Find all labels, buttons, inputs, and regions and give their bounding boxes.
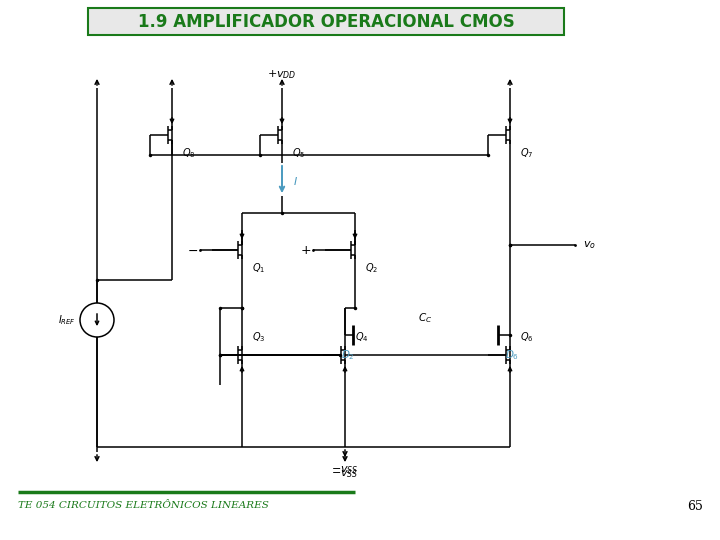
Text: $Q_8$: $Q_8$ bbox=[182, 146, 196, 160]
Text: $-v_{SS}$: $-v_{SS}$ bbox=[331, 468, 359, 480]
Text: 65: 65 bbox=[687, 500, 703, 512]
Text: $v_o$: $v_o$ bbox=[582, 239, 595, 251]
Text: $+v_{DD}$: $+v_{DD}$ bbox=[267, 69, 297, 82]
Text: $D_2$: $D_2$ bbox=[341, 348, 355, 362]
Text: $Q_3$: $Q_3$ bbox=[252, 330, 266, 344]
Text: $Q_1$: $Q_1$ bbox=[252, 261, 265, 275]
Text: $Q_2$: $Q_2$ bbox=[365, 261, 378, 275]
Text: $Q_4$: $Q_4$ bbox=[355, 330, 369, 344]
Text: $-v_{SS}$: $-v_{SS}$ bbox=[331, 464, 359, 476]
Text: $I$: $I$ bbox=[292, 175, 297, 187]
Text: $-$: $-$ bbox=[187, 244, 199, 256]
Text: $Q_7$: $Q_7$ bbox=[520, 146, 534, 160]
Text: 1.9 AMPLIFICADOR OPERACIONAL CMOS: 1.9 AMPLIFICADOR OPERACIONAL CMOS bbox=[138, 13, 514, 31]
Text: $D_6$: $D_6$ bbox=[505, 348, 519, 362]
Text: $Q_5$: $Q_5$ bbox=[292, 146, 305, 160]
Text: $C_C$: $C_C$ bbox=[418, 311, 432, 325]
FancyBboxPatch shape bbox=[88, 8, 564, 35]
Text: TE 054 CIRCUITOS ELETRÔNICOS LINEARES: TE 054 CIRCUITOS ELETRÔNICOS LINEARES bbox=[18, 502, 269, 510]
Text: $Q_6$: $Q_6$ bbox=[520, 330, 534, 344]
Text: $+$: $+$ bbox=[300, 244, 312, 256]
Text: $I_{REF}$: $I_{REF}$ bbox=[58, 313, 76, 327]
